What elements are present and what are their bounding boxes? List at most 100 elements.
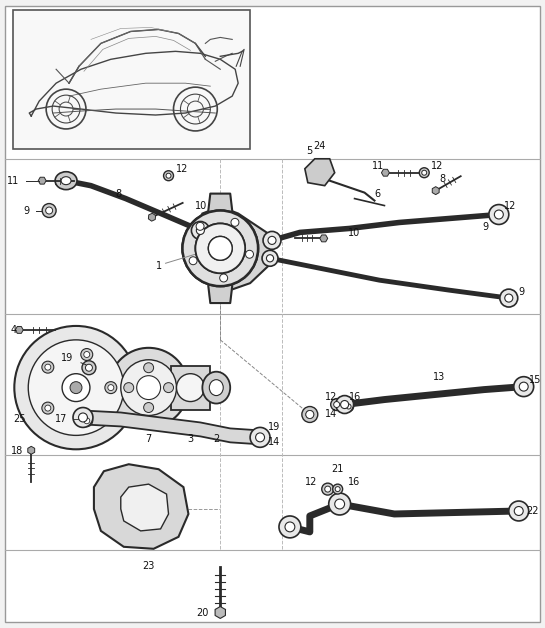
Circle shape <box>196 227 204 234</box>
Polygon shape <box>190 207 272 290</box>
Polygon shape <box>83 411 260 445</box>
Circle shape <box>250 428 270 447</box>
Circle shape <box>332 484 343 494</box>
Circle shape <box>14 326 138 449</box>
Circle shape <box>256 433 264 442</box>
Circle shape <box>306 411 314 418</box>
Circle shape <box>329 493 350 515</box>
Text: 17: 17 <box>54 414 67 425</box>
Polygon shape <box>28 447 35 454</box>
Circle shape <box>28 340 124 435</box>
Text: 11: 11 <box>7 176 19 186</box>
Circle shape <box>46 207 53 214</box>
Circle shape <box>279 516 301 538</box>
Polygon shape <box>94 464 189 549</box>
Polygon shape <box>305 159 335 186</box>
Text: 12: 12 <box>504 200 516 210</box>
Circle shape <box>344 401 354 411</box>
Circle shape <box>514 377 534 396</box>
Circle shape <box>124 382 134 392</box>
Ellipse shape <box>202 372 230 404</box>
Circle shape <box>285 522 295 532</box>
Polygon shape <box>382 170 389 176</box>
Text: 8: 8 <box>116 188 122 198</box>
Circle shape <box>42 361 54 373</box>
Text: 21: 21 <box>331 464 344 474</box>
Circle shape <box>166 173 171 178</box>
Circle shape <box>494 210 504 219</box>
Circle shape <box>246 251 253 258</box>
Bar <box>171 365 210 409</box>
Circle shape <box>70 382 82 394</box>
Text: 5: 5 <box>307 146 313 156</box>
Circle shape <box>267 255 274 262</box>
Circle shape <box>268 236 276 244</box>
Text: 6: 6 <box>374 188 380 198</box>
Polygon shape <box>432 187 439 195</box>
Text: 14: 14 <box>325 409 337 420</box>
Circle shape <box>208 236 232 260</box>
Circle shape <box>262 251 278 266</box>
Text: 20: 20 <box>196 609 208 619</box>
Circle shape <box>335 499 344 509</box>
Circle shape <box>73 408 93 428</box>
Circle shape <box>62 374 90 401</box>
Circle shape <box>331 399 343 411</box>
Circle shape <box>86 364 93 371</box>
Text: 12: 12 <box>175 164 188 174</box>
Circle shape <box>189 257 197 265</box>
Circle shape <box>82 360 96 375</box>
Circle shape <box>177 374 204 401</box>
Circle shape <box>341 401 349 409</box>
Polygon shape <box>38 177 46 184</box>
Circle shape <box>109 348 189 428</box>
Text: 24: 24 <box>313 141 326 151</box>
Circle shape <box>84 418 90 424</box>
Circle shape <box>325 486 331 492</box>
Circle shape <box>164 171 173 181</box>
Text: 18: 18 <box>11 447 23 457</box>
Circle shape <box>42 402 54 414</box>
Text: 12: 12 <box>305 477 318 487</box>
Text: 9: 9 <box>483 222 489 232</box>
Polygon shape <box>121 484 168 531</box>
Circle shape <box>144 363 154 372</box>
Text: 10: 10 <box>196 200 208 210</box>
Circle shape <box>196 224 245 273</box>
Circle shape <box>208 236 232 260</box>
Text: 4: 4 <box>10 325 16 335</box>
Circle shape <box>196 222 204 230</box>
Circle shape <box>191 222 209 239</box>
Circle shape <box>164 382 173 392</box>
Text: 12: 12 <box>431 161 444 171</box>
Text: 11: 11 <box>372 161 384 171</box>
Circle shape <box>108 384 114 391</box>
Bar <box>13 9 250 149</box>
Circle shape <box>306 411 314 418</box>
Text: 25: 25 <box>13 414 26 425</box>
Circle shape <box>489 205 509 224</box>
Ellipse shape <box>55 171 77 190</box>
Circle shape <box>121 360 177 416</box>
Circle shape <box>500 289 518 307</box>
Circle shape <box>346 404 351 409</box>
Circle shape <box>336 396 354 413</box>
Circle shape <box>196 224 245 273</box>
Circle shape <box>105 382 117 394</box>
Circle shape <box>322 483 334 495</box>
Circle shape <box>45 405 51 411</box>
Text: 12: 12 <box>324 392 337 401</box>
Circle shape <box>84 352 90 357</box>
Circle shape <box>183 210 258 286</box>
Circle shape <box>231 219 239 226</box>
Circle shape <box>263 232 281 249</box>
Ellipse shape <box>61 176 71 185</box>
Circle shape <box>183 210 258 286</box>
Circle shape <box>137 376 161 399</box>
Circle shape <box>302 406 318 423</box>
Text: 13: 13 <box>433 372 445 382</box>
Circle shape <box>220 274 228 282</box>
Text: 8: 8 <box>439 174 445 184</box>
Circle shape <box>81 414 93 426</box>
Text: 19: 19 <box>61 353 73 363</box>
